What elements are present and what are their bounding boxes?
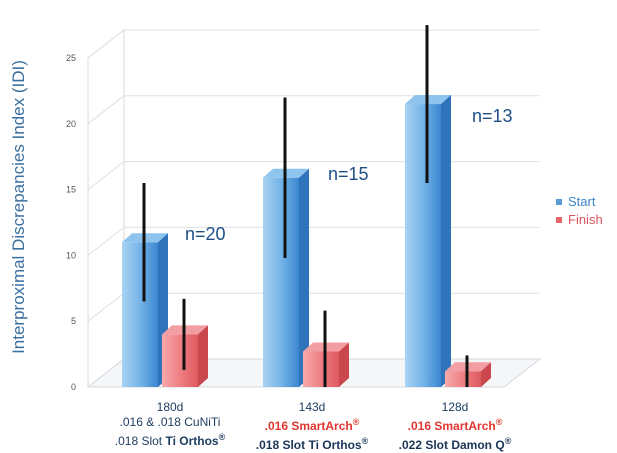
bar-start-2 — [263, 168, 309, 387]
legend: Start Finish — [556, 193, 603, 229]
annotation-n-1: n=20 — [185, 224, 226, 244]
y-axis-label: Interproximal Discrepancies Index (IDI) — [9, 60, 28, 354]
y-tick-label: 25 — [66, 53, 76, 63]
y-tick-label: 5 — [71, 316, 76, 326]
gridline — [87, 161, 540, 190]
gridline — [87, 226, 540, 256]
y-tick-label: 20 — [66, 119, 76, 129]
annotation-n-2: n=15 — [328, 164, 369, 184]
bar-finish-1 — [162, 325, 208, 387]
bar-start-3 — [405, 95, 451, 387]
category-label-1: 180d .016 & .018 CuNiTi .018 Slot Ti Ort… — [114, 400, 226, 448]
bar-finish-2 — [303, 342, 349, 387]
y-tick-label: 15 — [66, 185, 76, 195]
bar-finish-3 — [445, 362, 491, 387]
legend-swatch-start — [556, 199, 562, 205]
side-wall — [87, 28, 125, 389]
category-label-2: 143d .016 SmartArch® .018 Slot Ti Orthos… — [255, 400, 369, 452]
legend-item-finish: Finish — [556, 211, 603, 229]
annotation-n-3: n=13 — [472, 106, 513, 126]
y-tick-label: 10 — [66, 250, 76, 260]
gridline — [87, 29, 540, 59]
gridline — [87, 95, 540, 125]
y-tick-label: 0 — [71, 382, 76, 392]
legend-item-start: Start — [556, 193, 603, 211]
category-label-3: 128d .016 SmartArch® .022 Slot Damon Q® — [398, 400, 512, 452]
legend-swatch-finish — [556, 217, 562, 223]
